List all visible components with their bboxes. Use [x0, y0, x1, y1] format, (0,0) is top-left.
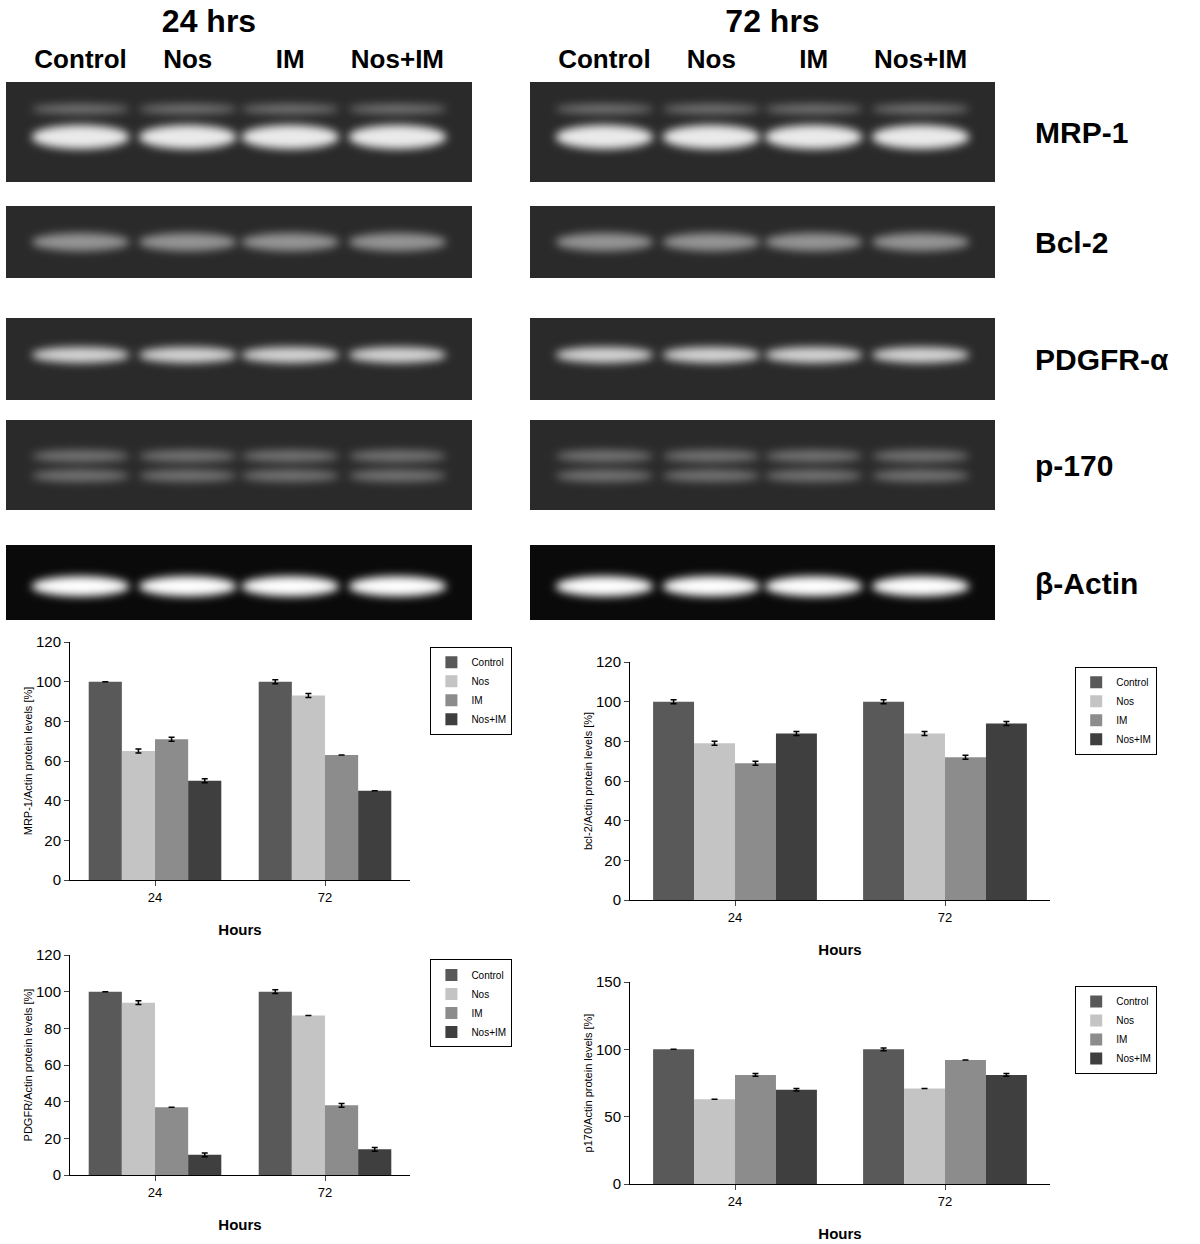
svg-text:60: 60 [604, 772, 621, 789]
svg-text:40: 40 [604, 812, 621, 829]
svg-text:Nos: Nos [687, 44, 736, 74]
svg-text:IM: IM [276, 44, 305, 74]
svg-text:Control: Control [1116, 677, 1148, 688]
svg-text:80: 80 [44, 713, 61, 730]
svg-text:24: 24 [148, 890, 162, 905]
svg-text:Control: Control [471, 657, 503, 668]
svg-text:Nos: Nos [471, 676, 489, 687]
svg-text:IM: IM [799, 44, 828, 74]
svg-text:20: 20 [44, 832, 61, 849]
svg-text:24: 24 [728, 1194, 742, 1209]
svg-text:72: 72 [318, 1185, 332, 1200]
svg-text:Nos: Nos [163, 44, 212, 74]
svg-text:100: 100 [36, 673, 61, 690]
svg-text:Nos: Nos [471, 989, 489, 1000]
svg-text:60: 60 [44, 752, 61, 769]
svg-text:Nos+IM: Nos+IM [874, 44, 967, 74]
svg-text:80: 80 [604, 733, 621, 750]
svg-text:0: 0 [613, 891, 621, 908]
svg-text:72: 72 [318, 890, 332, 905]
svg-text:PDGFR/Actin protein levels [%]: PDGFR/Actin protein levels [%] [22, 989, 34, 1142]
svg-text:80: 80 [44, 1020, 61, 1037]
svg-text:20: 20 [44, 1130, 61, 1147]
svg-text:72 hrs: 72 hrs [725, 3, 819, 39]
svg-text:24 hrs: 24 hrs [162, 3, 256, 39]
svg-text:Nos: Nos [1116, 1015, 1134, 1026]
svg-text:IM: IM [471, 1008, 482, 1019]
svg-text:24: 24 [148, 1185, 162, 1200]
svg-text:100: 100 [596, 693, 621, 710]
svg-text:Nos: Nos [1116, 696, 1134, 707]
svg-text:72: 72 [938, 910, 952, 925]
svg-text:Control: Control [558, 44, 650, 74]
svg-text:100: 100 [596, 1041, 621, 1058]
svg-text:40: 40 [44, 792, 61, 809]
svg-text:40: 40 [44, 1093, 61, 1110]
svg-text:PDGFR-α: PDGFR-α [1035, 343, 1169, 376]
svg-text:Control: Control [34, 44, 126, 74]
svg-text:100: 100 [36, 983, 61, 1000]
svg-text:Hours: Hours [818, 1225, 861, 1242]
svg-text:IM: IM [471, 695, 482, 706]
svg-text:Hours: Hours [818, 941, 861, 958]
svg-text:Nos+IM: Nos+IM [471, 1027, 506, 1038]
svg-text:Nos+IM: Nos+IM [1116, 1053, 1151, 1064]
svg-text:0: 0 [53, 871, 61, 888]
svg-text:150: 150 [596, 973, 621, 990]
svg-text:0: 0 [53, 1166, 61, 1183]
svg-text:p170/Actin protein levels [%]: p170/Actin protein levels [%] [582, 1014, 594, 1153]
svg-text:Hours: Hours [218, 921, 261, 938]
svg-text:Control: Control [1116, 996, 1148, 1007]
svg-text:0: 0 [613, 1175, 621, 1192]
svg-text:bcl-2/Actin protein levels [%]: bcl-2/Actin protein levels [%] [582, 712, 594, 850]
svg-text:Control: Control [471, 970, 503, 981]
svg-text:IM: IM [1116, 715, 1127, 726]
svg-text:Nos+IM: Nos+IM [351, 44, 444, 74]
svg-text:MRP-1/Actin protein levels [%]: MRP-1/Actin protein levels [%] [22, 687, 34, 836]
svg-text:IM: IM [1116, 1034, 1127, 1045]
svg-text:MRP-1: MRP-1 [1035, 116, 1128, 149]
svg-text:50: 50 [604, 1108, 621, 1125]
svg-text:β-Actin: β-Actin [1035, 567, 1138, 600]
svg-text:120: 120 [596, 653, 621, 670]
svg-text:p-170: p-170 [1035, 449, 1113, 482]
svg-text:20: 20 [604, 852, 621, 869]
svg-text:Nos+IM: Nos+IM [1116, 734, 1151, 745]
svg-text:Hours: Hours [218, 1216, 261, 1233]
svg-text:72: 72 [938, 1194, 952, 1209]
svg-text:60: 60 [44, 1056, 61, 1073]
svg-text:Bcl-2: Bcl-2 [1035, 226, 1108, 259]
svg-text:120: 120 [36, 946, 61, 963]
svg-text:120: 120 [36, 633, 61, 650]
svg-text:24: 24 [728, 910, 742, 925]
svg-text:Nos+IM: Nos+IM [471, 714, 506, 725]
